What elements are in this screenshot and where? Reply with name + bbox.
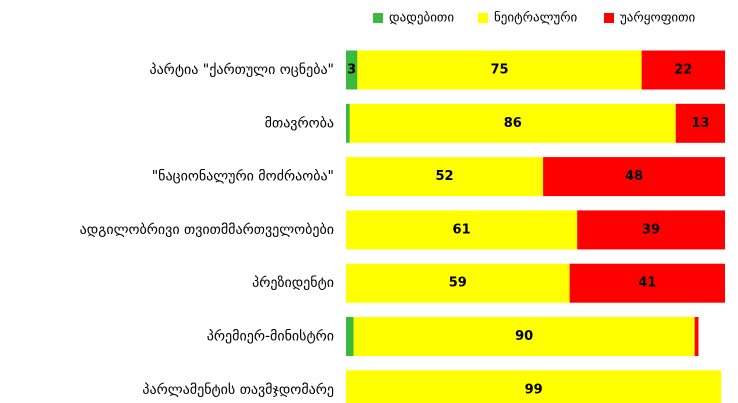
legend: დადებითი ნეიტრალური უარყოფითი	[373, 11, 696, 26]
bar-segment	[353, 317, 695, 356]
data-label: 90	[515, 329, 533, 344]
bar-segment	[641, 50, 725, 90]
legend-label: ნეიტრალური	[494, 11, 578, 26]
bars: 3 75 22 86 13 52 48 61 39 59 41 90 99	[346, 50, 725, 403]
legend-label: დადებითი	[389, 11, 454, 26]
legend-swatch	[604, 13, 614, 23]
data-label: 41	[638, 276, 656, 291]
category-label: პარლამენტის თავმჯდომარე	[142, 381, 334, 398]
data-label: 59	[449, 276, 467, 291]
bar-segment	[569, 263, 725, 303]
data-label: 3	[347, 63, 356, 78]
bar-segment	[346, 157, 544, 197]
bar-segment	[349, 103, 676, 143]
bar-segment	[346, 210, 578, 250]
bar-segment	[346, 50, 358, 90]
data-label: 99	[525, 382, 543, 397]
category-label: "ნაციონალური მოძრაობა"	[152, 168, 334, 185]
legend-label: უარყოფითი	[620, 11, 696, 26]
category-label: პრემიერ-მინისტრი	[207, 328, 334, 345]
bar-segment	[577, 210, 725, 250]
bar-segment	[694, 317, 699, 356]
bar-segment	[675, 103, 725, 143]
bar-segment	[346, 103, 350, 143]
legend-swatch	[478, 13, 488, 23]
bar-segment	[543, 157, 725, 197]
data-label: 22	[674, 63, 692, 78]
category-label: ადგილობრივი თვითმმართველობები	[80, 221, 334, 238]
data-label: 61	[453, 222, 471, 237]
data-label: 86	[504, 116, 522, 131]
category-labels: პარტია "ქართული ოცნება" მთავრობა "ნაციონალ…	[80, 61, 334, 398]
category-label: პრეზიდენტი	[252, 274, 334, 291]
bar-segment	[346, 370, 722, 403]
bar-segment	[357, 50, 642, 90]
bar-segment	[346, 263, 570, 303]
bar-segment	[346, 317, 354, 356]
data-label: 39	[642, 222, 660, 237]
data-label: 52	[435, 169, 453, 184]
legend-swatch	[373, 13, 383, 23]
category-label: პარტია "ქართული ოცნება"	[149, 61, 334, 78]
data-label: 13	[691, 116, 709, 131]
data-label: 75	[490, 63, 508, 78]
data-label: 48	[625, 169, 643, 184]
category-label: მთავრობა	[265, 114, 334, 131]
